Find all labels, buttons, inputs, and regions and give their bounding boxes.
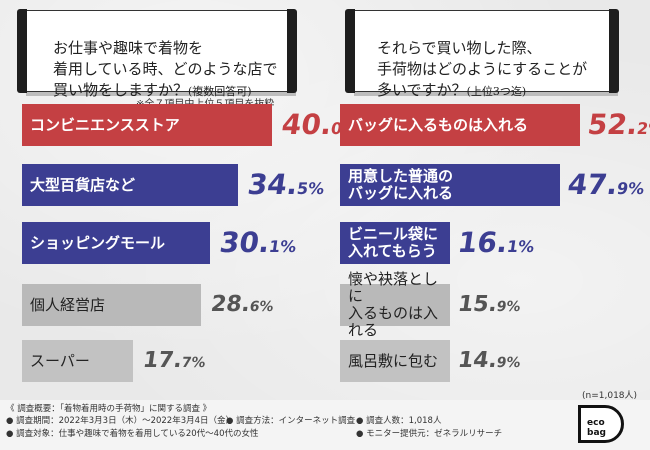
chart1-bar-5: スーパー xyxy=(22,340,133,382)
chart1-bar-4: 個人経営店 xyxy=(22,284,201,326)
chart2-bar-5: 風呂敷に包む xyxy=(340,340,450,382)
chart1-value-label-3: 30.1% xyxy=(218,226,299,259)
sample-size-note: (n=1,018人) xyxy=(582,391,638,401)
right-question-note: (上位3つ迄) xyxy=(466,85,527,98)
chart2-bar-label: バッグに入るものは入れる xyxy=(348,115,529,134)
chart1-bar-2: 大型百貨店など xyxy=(22,164,238,206)
survey-footer: 《 調査概要：「着物着用時の手荷物」に関する調査 》 ● 調査期間：2022年3… xyxy=(0,400,650,450)
footer-method: ● 調査方法：インターネット調査 xyxy=(226,416,356,426)
footer-heading: 《 調査概要：「着物着用時の手荷物」に関する調査 》 xyxy=(6,404,212,414)
value-integer: 14. xyxy=(456,348,499,373)
value-decimal: 9% xyxy=(495,299,522,315)
chart2-bar-3: ビニール袋に入れてもらう xyxy=(340,222,450,264)
chart2-bar-label: 懐や袂落としに 入るものは入れる xyxy=(348,270,439,339)
value-integer: 40. xyxy=(279,108,334,141)
chart2-bar-4: 懐や袂落としに 入るものは入れる xyxy=(340,271,450,339)
value-decimal: 7% xyxy=(180,355,207,371)
chart2-value-label-3: 16.1% xyxy=(456,226,537,259)
chart1-value-label-4: 28.6% xyxy=(209,292,275,317)
left-question-text: お仕事や趣味で着物を 着用している時、どのような店で 買い物をしますか？ xyxy=(53,39,278,99)
left-question-note: (複数回答可) xyxy=(188,85,252,98)
chart2-bar-label: ビニール袋に入れてもらう xyxy=(348,225,439,260)
left-question: お仕事や趣味で着物を 着用している時、どのような店で 買い物をしますか？(複数回… xyxy=(53,17,278,102)
value-decimal: 9% xyxy=(615,179,646,198)
footer-period: ● 調査期間：2022年3月3日（木）～2022年3月4日（金） xyxy=(6,416,235,426)
right-question: それらで買い物した際、 手荷物はどのようにすることが 多いですか？(上位3つ迄) xyxy=(377,17,587,102)
value-integer: 47. xyxy=(565,168,620,201)
value-integer: 15. xyxy=(456,292,499,317)
chart1-bar-label: 個人経営店 xyxy=(30,295,106,314)
chart2-value-label-2: 47.9% xyxy=(566,168,647,201)
chart2-value-label-5: 14.9% xyxy=(456,348,522,373)
chart1-bar-label: スーパー xyxy=(30,351,90,370)
brush-stroke-left xyxy=(345,9,355,93)
value-decimal: 1% xyxy=(267,237,298,256)
chart2-value-label-1: 52.2% xyxy=(586,108,650,141)
chart1-bar-1: コンビニエンスストア xyxy=(22,104,272,146)
chart1-value-label-2: 34.5% xyxy=(246,168,327,201)
chart2-bar-label: 用意した普通の バッグに入れる xyxy=(348,167,454,202)
logo-text: eco bag xyxy=(587,418,606,438)
value-decimal: 6% xyxy=(248,299,275,315)
value-decimal: 9% xyxy=(495,355,522,371)
value-integer: 52. xyxy=(585,108,640,141)
value-decimal: 5% xyxy=(295,179,326,198)
chart1-bar-label: コンビニエンスストア xyxy=(30,115,180,134)
chart2-bar-label: 風呂敷に包む xyxy=(348,351,439,370)
value-integer: 30. xyxy=(217,226,272,259)
value-integer: 17. xyxy=(141,348,184,373)
chart1-value-label-5: 17.7% xyxy=(141,348,207,373)
footer-provider: ● モニター提供元：ゼネラルリサーチ xyxy=(356,429,503,439)
value-decimal: 2% xyxy=(635,119,650,138)
chart1-bar-label: ショッピングモール xyxy=(30,233,166,252)
brush-stroke-left xyxy=(17,9,27,93)
chart1-bar-label: 大型百貨店など xyxy=(30,175,136,194)
chart2-bar-1: バッグに入るものは入れる xyxy=(340,104,580,146)
chart1-bar-3: ショッピングモール xyxy=(22,222,210,264)
chart2-bar-2: 用意した普通の バッグに入れる xyxy=(340,164,560,206)
left-question-box: お仕事や趣味で着物を 着用している時、どのような店で 買い物をしますか？(複数回… xyxy=(17,9,297,99)
value-integer: 34. xyxy=(245,168,300,201)
chart2-value-label-4: 15.9% xyxy=(456,292,522,317)
value-integer: 16. xyxy=(455,226,510,259)
brush-stroke-right xyxy=(609,9,619,93)
footer-target: ● 調査対象：仕事や趣味で着物を着用している20代～40代の女性 xyxy=(6,429,259,439)
right-question-box: それらで買い物した際、 手荷物はどのようにすることが 多いですか？(上位3つ迄) xyxy=(345,9,619,99)
value-integer: 28. xyxy=(209,292,252,317)
footer-count: ● 調査人数：1,018人 xyxy=(356,416,442,426)
eco-bag-logo: eco bag xyxy=(578,405,624,443)
right-question-text: それらで買い物した際、 手荷物はどのようにすることが 多いですか？ xyxy=(377,39,588,99)
brush-stroke-right xyxy=(287,9,297,93)
value-decimal: 1% xyxy=(505,237,536,256)
